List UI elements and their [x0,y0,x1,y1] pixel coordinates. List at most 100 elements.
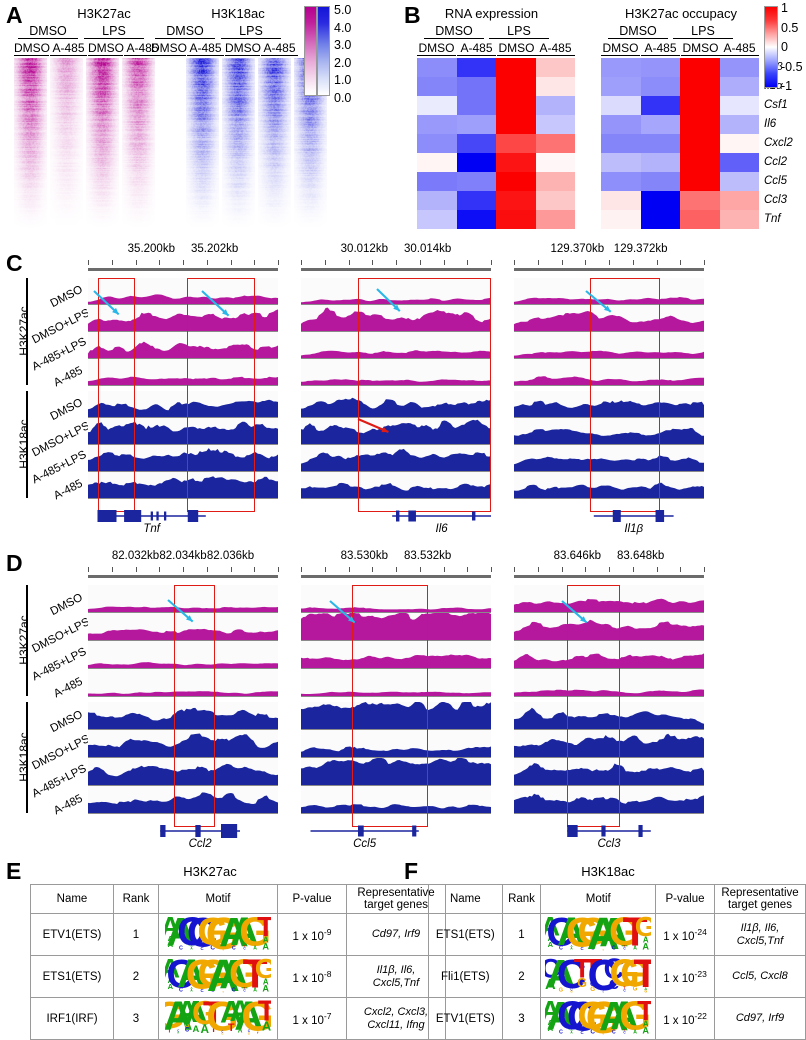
heatmap-cell [601,115,641,134]
svg-text:C: C [624,989,627,993]
mark-group-brace [26,585,28,696]
gene-name-label: Ccl5 [353,838,377,850]
signal-track [88,391,278,418]
genome-coordinate-label: 129.372kb [613,243,668,255]
column-header: Name [30,884,114,914]
svg-text:G: G [578,915,609,951]
mark-group-brace [26,702,28,813]
genome-coordinate-label: 83.646kb [553,550,601,562]
signal-track [514,445,704,472]
svg-text:A: A [645,987,648,991]
signal-track [514,730,704,758]
svg-text:G: G [620,957,650,993]
panel-b-sub-4: A-485 [536,41,575,56]
svg-text:G: G [609,915,640,951]
signal-track [514,585,704,613]
svg-text:C: C [591,1028,596,1035]
heatmap-cell [535,96,575,115]
motif-pvalue: 1 x 10-24 [655,913,715,956]
heatmap-cell [680,210,720,229]
svg-text:A: A [548,940,554,949]
svg-text:G: G [619,999,651,1035]
panel-b-scale-label: -0.5 [781,59,803,74]
panel-b-title-rna: RNA expression [444,6,539,21]
svg-text:A: A [190,989,193,993]
svg-text:A: A [262,1018,271,1033]
ruler-ticks [88,260,279,266]
column-header: Rank [113,884,159,914]
table-row: ETS1(ETS)2AAACCAAAGCGCAGACGTCTAGAA1 x 10… [30,950,446,1001]
heatmap-cell [496,153,536,172]
heatmap-cell [417,115,457,134]
gene-name-label: Il6 [435,523,448,535]
cyan-arrow-icon [328,600,355,624]
motif-target-genes: Cd97, Irf9 [713,997,806,1040]
svg-text:T: T [623,915,648,951]
heatmap-cell [680,172,720,191]
gene-model [593,510,674,522]
table-header-row: Name Rank Motif P-value Representative targe… [30,884,446,914]
svg-text:A: A [219,957,249,993]
mark-group-label: H3K18ac [17,418,31,469]
heatmap-cell [456,153,496,172]
heatmap-cell [640,172,680,191]
genome-coordinate-label: 83.648kb [616,550,665,562]
motif-logo-cell: CAAGCCGTGTCGCCCCCGTCGGTAG [540,951,658,1000]
genome-coordinate-label: 129.370kb [550,243,605,255]
genome-coordinate-label: 83.532kb [403,550,452,562]
signal-track [88,278,278,305]
genome-ruler-bar [301,268,491,271]
panel-b-sub-3: DMSO [497,41,536,56]
svg-text:T: T [203,999,224,1033]
svg-text:C: C [243,946,246,950]
svg-text:T: T [244,986,246,990]
column-header: P-value [277,884,347,914]
signal-track [301,472,491,499]
svg-text:A: A [219,915,249,951]
motif-rank: 3 [501,997,542,1040]
svg-text:A: A [177,957,206,993]
svg-text:C: C [609,977,619,992]
panel-f-letter: F [404,858,419,884]
heatmap-cell [456,96,496,115]
svg-text:C: C [179,987,183,993]
panel-b-scale-label: 0.5 [781,20,799,35]
heatmap-cell [640,134,680,153]
svg-text:C: C [624,946,627,950]
table-row: IRF1(IRF)3GTACAAGCAAGATTGCGATATAACGGGTTA… [30,992,446,1040]
svg-text:A: A [190,944,192,948]
svg-text:T: T [244,944,246,948]
cyan-arrow-icon [167,598,194,622]
heatmap-column-4 [122,58,155,228]
svg-text:C: C [557,957,587,993]
panel-b-title-occupancy: H3K27ac occupacy [624,6,737,21]
panel-a-group-dmso-k27: DMSO [18,24,78,39]
motif-name: IRF1(IRF) [30,997,114,1040]
panel-d-letter: D [6,550,23,576]
svg-text:A: A [262,983,269,993]
svg-text:T: T [583,957,602,988]
svg-text:A: A [557,915,586,951]
svg-text:C: C [201,946,205,951]
panel-e-title: H3K27ac [183,864,237,879]
svg-text:C: C [571,987,574,991]
svg-text:C: C [591,944,596,951]
svg-text:A: A [610,999,639,1035]
svg-text:A: A [548,1018,554,1027]
panel-d-browser: 82.032kb 82.034kb 82.036kb 83.530kb 83.532kb… [0,545,806,850]
genome-coordinate-label: 30.012kb [340,243,388,255]
svg-text:C: C [581,1030,585,1035]
svg-text:G: G [645,990,648,993]
svg-text:G: G [206,999,238,1035]
svg-text:T: T [634,957,651,993]
svg-text:C: C [210,944,215,951]
heatmap-cell [601,96,641,115]
heatmap-rna-expression [417,58,575,229]
heatmap-cell [719,115,759,134]
genome-coordinate-label: 35.200kb [127,243,175,255]
heatmap-cell [680,153,720,172]
svg-text:T: T [574,957,591,983]
signal-track [301,585,491,613]
svg-text:A: A [547,957,576,993]
panel-a-group-lps-k18: LPS [221,24,281,39]
